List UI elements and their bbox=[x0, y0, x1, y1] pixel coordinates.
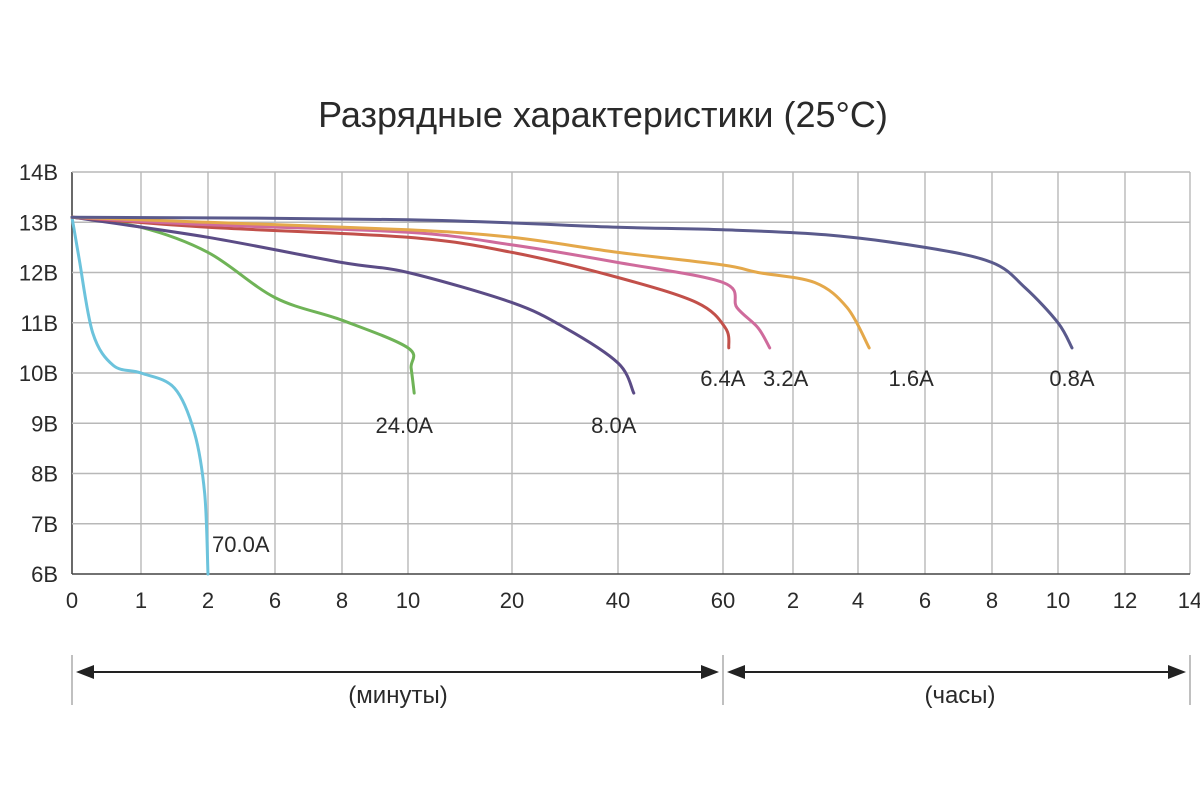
section-label: (часы) bbox=[924, 682, 995, 709]
curve-8-0A bbox=[70, 215, 636, 395]
curve-label: 24.0A bbox=[375, 413, 433, 438]
arrowhead-left bbox=[727, 665, 745, 679]
curve-label: 0.8A bbox=[1049, 366, 1095, 391]
x-tick-label: 14 bbox=[1178, 588, 1200, 613]
y-tick-label: 9В bbox=[31, 411, 58, 436]
x-tick-label: 2 bbox=[202, 588, 214, 613]
curve-label: 6.4A bbox=[700, 366, 746, 391]
y-tick-label: 6В bbox=[31, 562, 58, 587]
curves bbox=[70, 215, 1074, 576]
curve-label: 1.6A bbox=[889, 366, 935, 391]
y-tick-label: 7В bbox=[31, 512, 58, 537]
arrowhead-left bbox=[76, 665, 94, 679]
x-tick-label: 8 bbox=[336, 588, 348, 613]
x-tick-labels: 0 1 2 6 8 10 20 40 60 2 4 6 8 10 12 14 bbox=[66, 588, 1200, 613]
chart-title: Разрядные характеристики (25°C) bbox=[318, 94, 888, 135]
x-tick-label: 20 bbox=[500, 588, 524, 613]
x-tick-label: 10 bbox=[396, 588, 420, 613]
time-sections: (минуты) (часы) bbox=[71, 655, 1191, 709]
curve-70-0A bbox=[70, 215, 210, 576]
arrowhead-right bbox=[1168, 665, 1186, 679]
x-tick-label: 8 bbox=[986, 588, 998, 613]
y-tick-labels: 6В 7В 8В 9В 10В 11В 12В 13В 14В bbox=[19, 160, 58, 587]
curve-0-8A bbox=[70, 215, 1074, 350]
curve-label: 8.0A bbox=[591, 413, 637, 438]
y-tick-label: 8В bbox=[31, 462, 58, 487]
grid bbox=[71, 171, 1191, 575]
y-tick-label: 13В bbox=[19, 210, 58, 235]
x-tick-label: 0 bbox=[66, 588, 78, 613]
x-tick-label: 60 bbox=[711, 588, 735, 613]
x-tick-label: 4 bbox=[852, 588, 864, 613]
x-tick-label: 6 bbox=[269, 588, 281, 613]
curve-6-4A bbox=[70, 215, 731, 350]
y-tick-label: 11В bbox=[20, 311, 58, 336]
curve-3-2A bbox=[70, 215, 772, 350]
arrowhead-right bbox=[701, 665, 719, 679]
section-label: (минуты) bbox=[348, 682, 447, 709]
curve-1-6A bbox=[70, 215, 871, 350]
y-tick-label: 10В bbox=[19, 361, 58, 386]
curve-label: 70.0A bbox=[212, 532, 270, 557]
x-tick-label: 1 bbox=[135, 588, 147, 613]
curve-label: 3.2A bbox=[763, 366, 809, 391]
y-tick-label: 12В bbox=[19, 261, 58, 286]
y-tick-label: 14В bbox=[19, 160, 58, 185]
x-tick-label: 12 bbox=[1113, 588, 1137, 613]
x-tick-label: 10 bbox=[1046, 588, 1070, 613]
x-tick-label: 2 bbox=[787, 588, 799, 613]
x-tick-label: 40 bbox=[606, 588, 630, 613]
curve-labels: 70.0A 24.0A 8.0A 6.4A 3.2A 1.6A 0.8A bbox=[212, 366, 1095, 557]
x-tick-label: 6 bbox=[919, 588, 931, 613]
